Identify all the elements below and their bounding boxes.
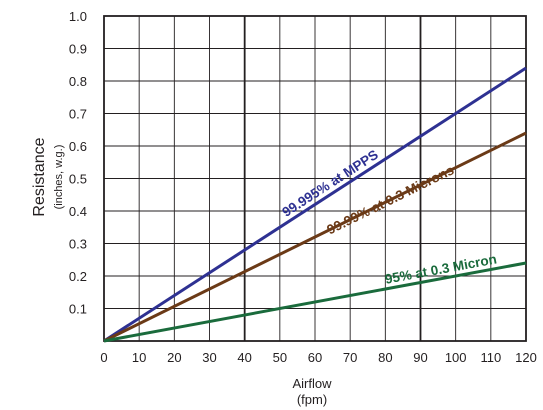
y-axis-title: Resistance (31, 137, 48, 216)
x-tick-label: 60 (308, 350, 322, 365)
series-line-2 (103, 131, 527, 343)
y-tick-label: 0.1 (69, 302, 87, 317)
x-tick-label: 30 (202, 350, 216, 365)
y-tick-label: 0.8 (69, 74, 87, 89)
y-tick-label: 0.5 (69, 172, 87, 187)
x-tick-label: 0 (100, 350, 107, 365)
series-label-3: 95% at 0.3 Micron (384, 252, 498, 287)
x-axis-title: Airflow (292, 376, 332, 391)
x-tick-label: 50 (273, 350, 287, 365)
y-tick-label: 0.4 (69, 204, 87, 219)
y-tick-label: 0.9 (69, 42, 87, 57)
y-tick-label: 1.0 (69, 9, 87, 24)
x-tick-label: 120 (515, 350, 537, 365)
y-tick-label: 0.2 (69, 269, 87, 284)
x-tick-label: 100 (445, 350, 467, 365)
x-tick-labels: 0 10 20 30 40 50 60 70 80 90 100 110 120 (100, 350, 536, 365)
y-tick-labels: 0.1 0.2 0.3 0.4 0.5 0.6 0.7 0.8 0.9 1.0 (69, 9, 87, 317)
x-tick-label: 110 (480, 350, 501, 365)
plot-frame (103, 15, 527, 342)
series-line-3 (103, 261, 527, 343)
y-tick-label: 0.6 (69, 139, 87, 154)
series-line-1 (103, 66, 527, 343)
x-tick-label: 70 (343, 350, 357, 365)
grid (103, 15, 527, 342)
x-tick-label: 80 (378, 350, 392, 365)
x-tick-label: 20 (167, 350, 181, 365)
x-tick-label: 40 (237, 350, 251, 365)
series-lines (103, 66, 527, 343)
x-tick-label: 90 (413, 350, 427, 365)
y-tick-label: 0.7 (69, 107, 87, 122)
y-axis-unit: (inches, w.g.) (53, 145, 65, 210)
y-tick-label: 0.3 (69, 237, 87, 252)
x-axis-unit: (fpm) (297, 392, 327, 407)
x-tick-label: 10 (132, 350, 146, 365)
